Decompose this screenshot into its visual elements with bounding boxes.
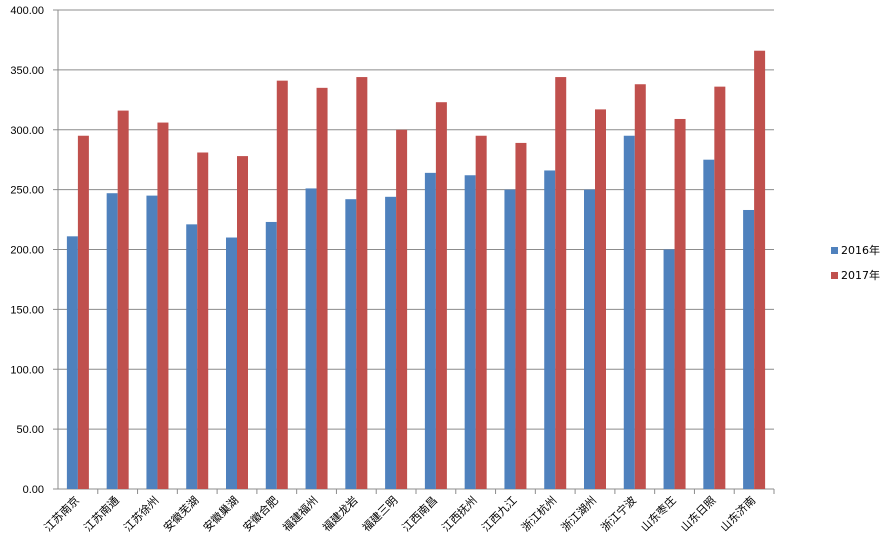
bar-series1	[265, 221, 277, 489]
bar-series2	[356, 77, 368, 489]
bar-series1	[305, 188, 317, 490]
bar-series1	[106, 193, 118, 489]
y-tick-label: 50.00	[16, 424, 44, 436]
bar-series1	[703, 159, 715, 489]
bar-series2	[515, 142, 527, 490]
bar-series2	[475, 135, 487, 490]
bar-series2	[157, 122, 169, 489]
y-tick-label: 300.00	[10, 125, 44, 137]
legend-label: 2016年	[841, 243, 880, 257]
x-tick-label: 浙江宁波	[598, 493, 639, 534]
bar-series1	[385, 196, 397, 489]
bar-series2	[754, 50, 766, 490]
x-tick-label: 山东枣庄	[638, 493, 679, 534]
bar-series2	[595, 109, 606, 489]
bar-series1	[544, 170, 556, 489]
bar-series1	[345, 199, 357, 489]
x-tick-label: 浙江湖州	[559, 494, 599, 534]
x-tick-label: 福建三明	[359, 493, 400, 534]
x-tick-label: 福建福州	[280, 493, 321, 534]
y-tick-label: 400.00	[10, 5, 44, 17]
bar-series1	[623, 135, 635, 490]
bar-series1	[504, 189, 516, 489]
y-tick-label: 0.00	[23, 484, 44, 496]
y-tick-label: 100.00	[10, 364, 44, 376]
bar-series2	[316, 87, 328, 490]
bar-series1	[146, 195, 158, 490]
x-tick-label: 江苏南通	[81, 494, 121, 534]
x-tick-label: 江苏徐州	[121, 493, 162, 534]
x-tick-label: 山东日照	[678, 494, 718, 534]
bar-series2	[197, 152, 209, 489]
bar-series1	[226, 237, 237, 489]
bar-series1	[186, 224, 198, 490]
bar-series2	[435, 102, 447, 490]
x-tick-label: 江西南昌	[400, 494, 440, 534]
bar-series1	[66, 236, 78, 489]
bar-series2	[396, 129, 408, 489]
bar-series1	[584, 189, 595, 489]
bar-series1	[464, 175, 476, 489]
y-tick-label: 250.00	[10, 185, 44, 197]
legend-swatch	[831, 272, 838, 279]
bar-series2	[634, 84, 646, 490]
y-tick-label: 200.00	[10, 245, 44, 257]
x-tick-label: 福建龙岩	[319, 493, 360, 534]
bar-series1	[663, 249, 675, 489]
x-tick-label: 浙江杭州	[518, 493, 559, 534]
y-tick-label: 350.00	[10, 65, 44, 77]
bar-series2	[77, 135, 89, 490]
y-tick-label: 150.00	[10, 304, 44, 316]
bar-series2	[237, 156, 248, 489]
x-tick-label: 江西九江	[479, 494, 519, 534]
x-tick-label: 安徽巢湖	[200, 493, 241, 534]
bar-series1	[424, 172, 436, 490]
x-tick-label: 江苏南京	[41, 493, 82, 534]
legend-swatch	[831, 247, 838, 254]
bar-series2	[714, 86, 726, 489]
legend-label: 2017年	[841, 268, 880, 282]
x-tick-label: 江西抚州	[439, 493, 480, 534]
bar-series2	[555, 77, 567, 489]
bar-series1	[743, 209, 755, 490]
bar-series2	[117, 110, 129, 489]
x-tick-label: 安徽合肥	[240, 493, 281, 534]
bar-series2	[276, 80, 288, 489]
x-tick-label: 山东济南	[717, 493, 758, 534]
x-tick-label: 安徽芜湖	[160, 493, 201, 534]
bar-series2	[674, 118, 686, 489]
